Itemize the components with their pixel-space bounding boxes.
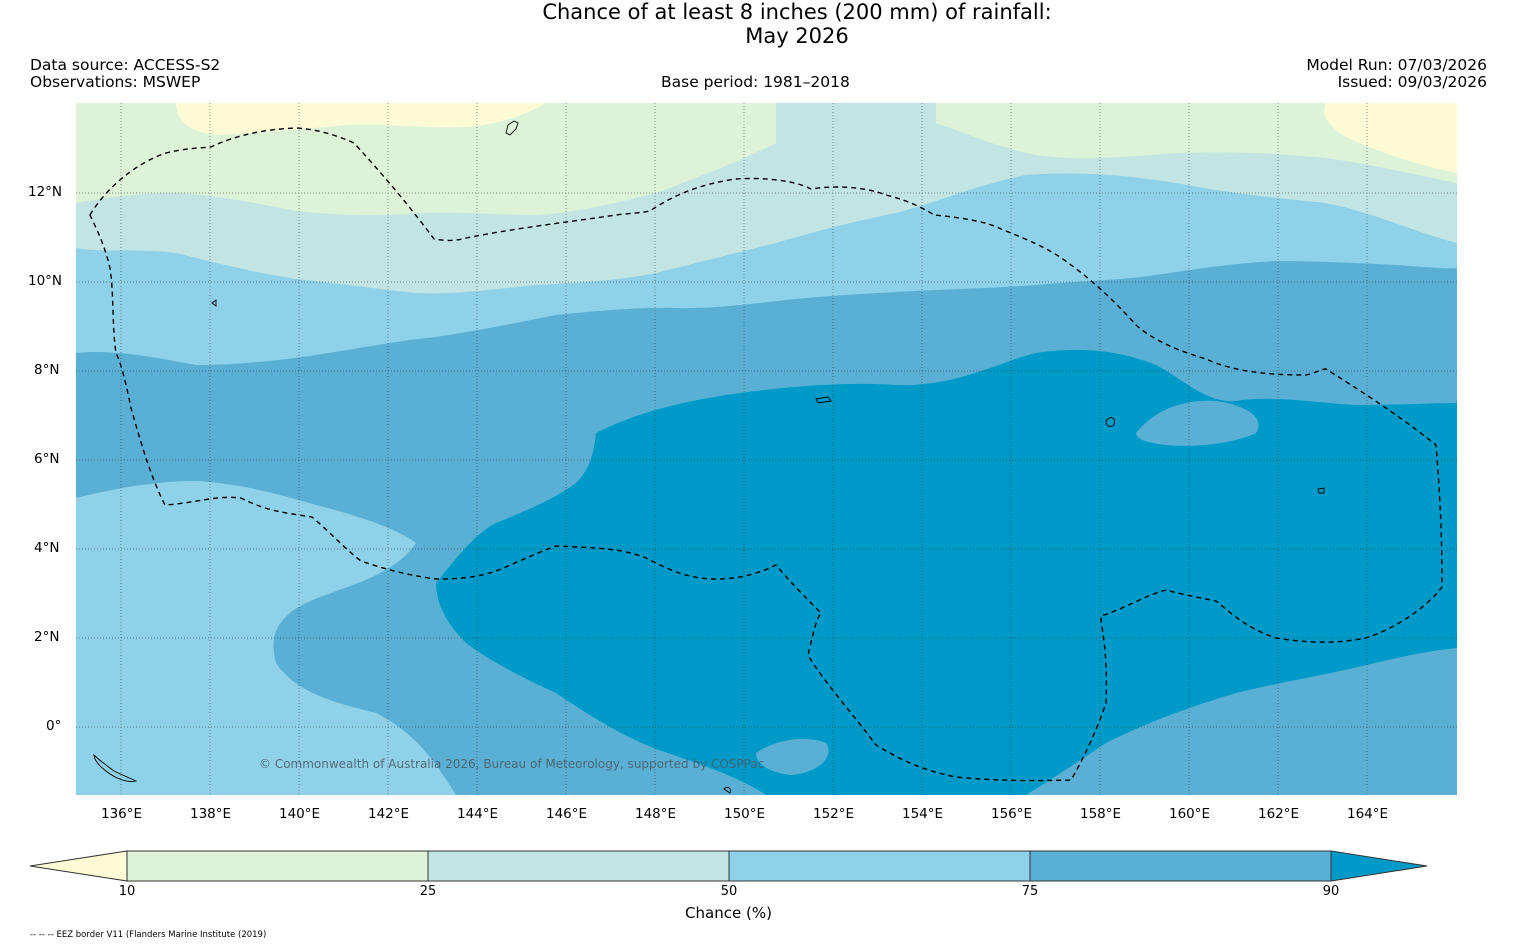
observations-text: Observations: MSWEP — [30, 73, 201, 91]
colorbar-tick-10: 10 — [118, 884, 136, 899]
colorbar-tick-25: 25 — [419, 884, 437, 899]
map-zone-under-10 — [1324, 103, 1457, 173]
lon-label-162e: 162°E — [1258, 806, 1300, 822]
colorbar-label: Chance (%) — [685, 904, 772, 922]
map-zone-over-90 — [436, 349, 1457, 795]
eez-footnote: -- -- -- EEZ border V11 (Flanders Marine… — [30, 930, 267, 940]
issued-text: Issued: 09/03/2026 — [1337, 73, 1487, 91]
colorbar-extend-low — [29, 850, 128, 882]
map-zone-10-25 — [936, 103, 1457, 183]
colorbar-bin-75-90 — [1029, 850, 1332, 882]
colorbar-bin-50-75 — [728, 850, 1031, 882]
lon-label-148e: 148°E — [635, 806, 677, 822]
colorbar-bin-10-25 — [126, 850, 429, 882]
lon-label-136e: 136°E — [101, 806, 143, 822]
colorbar-bin-25-50 — [427, 850, 730, 882]
lat-label-8n: 8°N — [34, 362, 60, 378]
lon-label-154e: 154°E — [902, 806, 944, 822]
lon-label-160e: 160°E — [1169, 806, 1211, 822]
rainfall-probability-map: © Commonwealth of Australia 2026, Bureau… — [76, 103, 1457, 795]
colorbar-tick-90: 90 — [1322, 884, 1340, 899]
lat-label-10n: 10°N — [28, 273, 63, 289]
base-period-text: Base period: 1981–2018 — [661, 73, 850, 91]
map-zone-75-90 — [1136, 400, 1259, 446]
lat-label-12n: 12°N — [28, 184, 63, 200]
islands — [93, 120, 1325, 794]
data-source-text: Data source: ACCESS-S2 — [30, 56, 221, 74]
lon-label-156e: 156°E — [991, 806, 1033, 822]
model-run-text: Model Run: 07/03/2026 — [1306, 56, 1487, 74]
graticule — [76, 103, 1457, 795]
colorbar-tick-75: 75 — [1021, 884, 1039, 899]
map-zone-75-90 — [756, 738, 829, 775]
lon-label-152e: 152°E — [813, 806, 855, 822]
lat-label-0: 0° — [46, 718, 62, 734]
lat-label-6n: 6°N — [34, 451, 60, 467]
lon-label-164e: 164°E — [1347, 806, 1389, 822]
lat-label-2n: 2°N — [34, 629, 60, 645]
map-title-line2: May 2026 — [745, 24, 849, 48]
lon-label-158e: 158°E — [1080, 806, 1122, 822]
lon-label-140e: 140°E — [279, 806, 321, 822]
eez-border — [89, 127, 1443, 782]
lon-label-142e: 142°E — [368, 806, 410, 822]
lon-label-144e: 144°E — [457, 806, 499, 822]
map-title-line1: Chance of at least 8 inches (200 mm) of … — [542, 0, 1052, 24]
lon-label-150e: 150°E — [724, 806, 766, 822]
copyright-text: © Commonwealth of Australia 2026, Bureau… — [259, 757, 764, 771]
lat-label-4n: 4°N — [34, 540, 60, 556]
map-zone-under-10 — [176, 103, 546, 135]
lon-label-138e: 138°E — [190, 806, 232, 822]
colorbar — [29, 850, 1428, 882]
colorbar-tick-50: 50 — [720, 884, 738, 899]
lon-label-146e: 146°E — [546, 806, 588, 822]
colorbar-extend-high — [1330, 850, 1428, 882]
